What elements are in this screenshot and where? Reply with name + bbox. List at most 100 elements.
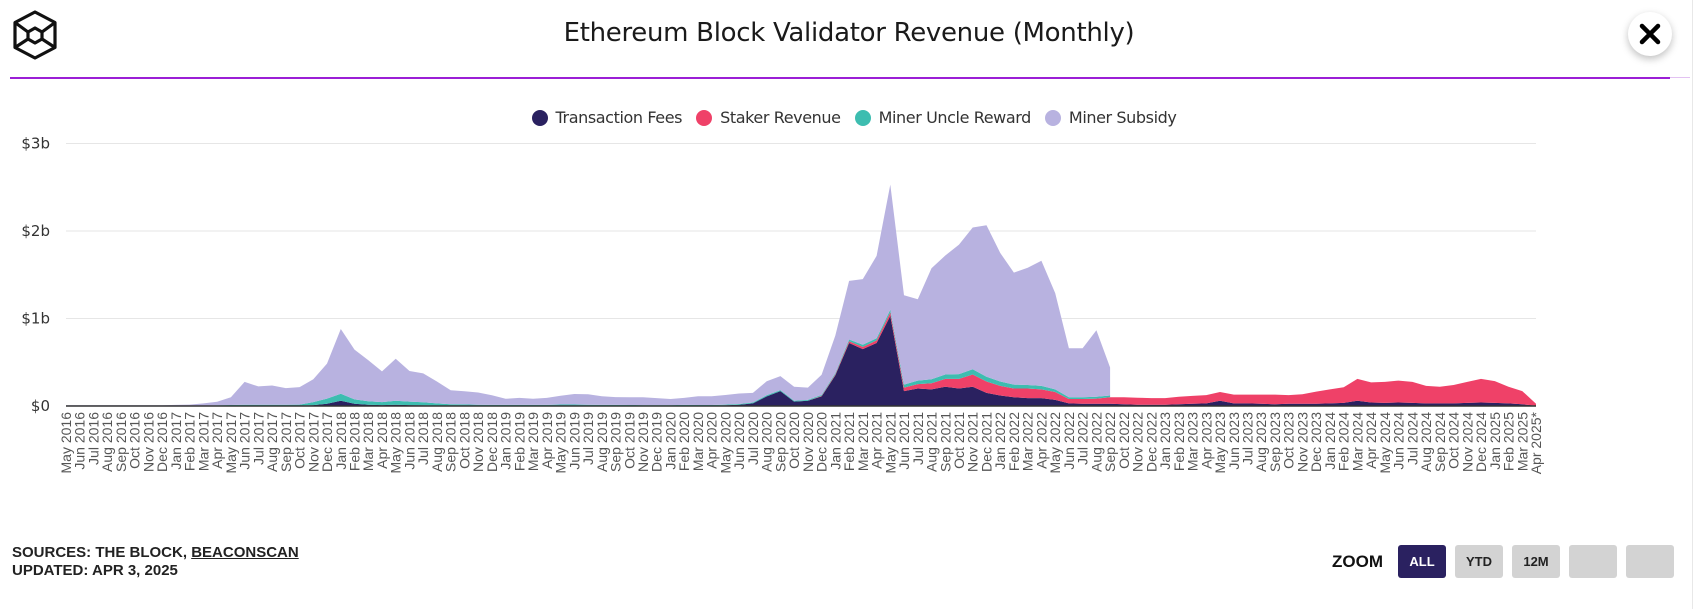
x-tick-label: May 2021 [882,412,898,474]
x-tick-label: Dec 2019 [649,412,665,472]
x-tick-label: Aug 2018 [429,412,445,472]
x-tick-label: Feb 2018 [347,412,363,471]
legend-label: Staker Revenue [720,108,841,127]
legend-item-staker-revenue[interactable]: Staker Revenue [696,108,841,127]
x-tick-label: Sep 2020 [772,412,788,472]
x-tick-label: Jan 2021 [827,412,843,470]
x-tick-label: Apr 2018 [374,412,390,469]
x-tick-label: Aug 2022 [1088,412,1104,472]
y-tick-label: $0 [31,397,50,415]
x-tick-label: Feb 2024 [1336,412,1352,471]
chart-title: Ethereum Block Validator Revenue (Monthl… [563,18,1135,48]
x-tick-label: Jun 2017 [237,412,253,470]
x-tick-label: Nov 2016 [140,412,156,472]
x-tick-label: Mar 2023 [1185,412,1201,471]
x-tick-label: Aug 2020 [759,412,775,472]
x-tick-label: Jan 2017 [168,412,184,470]
x-tick-label: Oct 2021 [951,412,967,469]
x-tick-label: Mar 2020 [690,412,706,471]
x-tick-label: Jul 2021 [910,412,926,465]
chart-footer: SOURCES: THE BLOCK, BEACONSCAN UPDATED: … [12,544,299,580]
beaconscan-link[interactable]: BEACONSCAN [191,544,299,561]
x-tick-label: May 2018 [388,412,404,474]
x-tick-label: Dec 2022 [1143,412,1159,472]
x-tick-label: Jun 2022 [1061,412,1077,470]
zoom-blank-button-1[interactable] [1569,545,1617,578]
header-divider-fade [1670,77,1690,78]
x-tick-label: Feb 2025 [1501,412,1517,471]
sources-line: SOURCES: THE BLOCK, BEACONSCAN [12,544,299,562]
x-tick-label: Nov 2023 [1294,412,1310,472]
x-tick-label: May 2024 [1377,412,1393,474]
x-tick-label: May 2017 [223,412,239,474]
chart-legend: Transaction Fees Staker Revenue Miner Un… [0,108,1698,127]
the-block-logo[interactable] [12,10,58,60]
x-tick-label: Feb 2017 [182,412,198,471]
x-tick-label: Oct 2022 [1116,412,1132,469]
legend-item-miner-subsidy[interactable]: Miner Subsidy [1044,108,1177,127]
legend-dot-icon [1044,109,1061,126]
x-tick-label: Sep 2021 [937,412,953,472]
x-tick-label: Jun 2018 [402,412,418,470]
x-tick-label: Nov 2022 [1130,412,1146,472]
updated-date: UPDATED: APR 3, 2025 [12,562,178,579]
x-tick-label: Jan 2022 [992,412,1008,470]
x-tick-label: Jul 2020 [745,412,761,465]
x-tick-label: Nov 2018 [470,412,486,472]
x-tick-label: Nov 2020 [800,412,816,472]
header-divider [10,77,1670,79]
x-tick-label: Mar 2018 [360,412,376,471]
sources-prefix: SOURCES: THE BLOCK, [12,544,192,561]
legend-item-transaction-fees[interactable]: Transaction Fees [531,108,682,127]
legend-dot-icon [854,109,871,126]
x-tick-label: Jul 2022 [1075,412,1091,465]
x-tick-label: Sep 2018 [443,412,459,472]
x-tick-label: Oct 2017 [292,412,308,469]
x-tick-label: Feb 2021 [841,412,857,471]
legend-dot-icon [531,109,548,126]
legend-dot-icon [696,109,713,126]
x-tick-label: Jun 2024 [1391,412,1407,470]
x-tick-label: Nov 2021 [965,412,981,472]
x-tick-label: Apr 2017 [209,412,225,469]
x-tick-label: Mar 2024 [1349,412,1365,471]
area-miner-subsidy[interactable] [66,184,1111,406]
y-tick-label: $1b [21,310,50,328]
y-tick-label: $2b [21,222,50,240]
x-tick-label: Jun 2023 [1226,412,1242,470]
y-tick-label: $3b [21,135,50,153]
x-tick-label: Apr 2024 [1363,412,1379,469]
x-tick-label: Apr 2019 [539,412,555,469]
x-tick-label: Jan 2020 [663,412,679,470]
x-tick-label: Jul 2019 [580,412,596,465]
close-button[interactable] [1628,12,1672,56]
x-tick-label: Feb 2022 [1006,412,1022,471]
x-tick-label: Aug 2019 [594,412,610,472]
x-tick-label: Dec 2017 [319,412,335,472]
legend-item-miner-uncle-reward[interactable]: Miner Uncle Reward [854,108,1031,127]
zoom-blank-button-2[interactable] [1626,545,1674,578]
x-tick-label: Mar 2019 [525,412,541,471]
x-tick-label: Dec 2016 [154,412,170,472]
x-tick-label: Aug 2024 [1418,412,1434,472]
zoom-12m-button[interactable]: 12M [1512,545,1560,578]
x-tick-label: Apr 2023 [1198,412,1214,469]
x-tick-label: Dec 2020 [814,412,830,472]
zoom-all-button[interactable]: ALL [1398,545,1446,578]
x-tick-label: Sep 2016 [113,412,129,472]
area-staker-revenue[interactable] [66,312,1536,406]
x-tick-label: Jul 2017 [250,412,266,465]
y-axis-labels: $0 $1b $2b $3b [21,135,50,416]
zoom-controls: ZOOM ALL YTD 12M [1332,545,1674,578]
x-tick-label: Oct 2023 [1281,412,1297,469]
x-tick-label: May 2020 [717,412,733,474]
x-tick-label: Sep 2022 [1102,412,1118,472]
zoom-label: ZOOM [1332,551,1383,571]
x-tick-label: Feb 2020 [676,412,692,471]
x-tick-label: Mar 2022 [1020,412,1036,471]
x-tick-label: May 2019 [553,412,569,474]
zoom-ytd-button[interactable]: YTD [1455,545,1503,578]
x-tick-label: Sep 2024 [1432,412,1448,472]
x-tick-label: Dec 2021 [979,412,995,472]
